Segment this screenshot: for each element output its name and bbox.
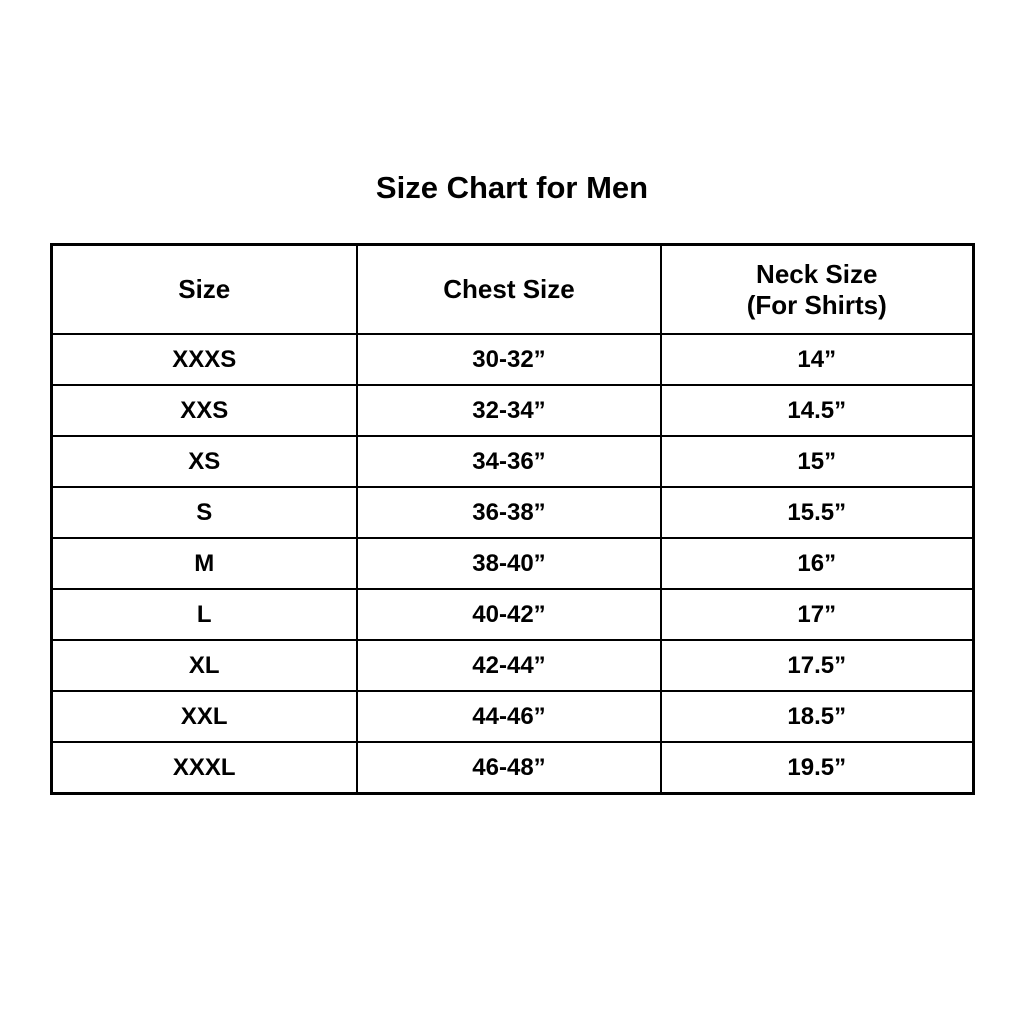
chest-size-cell: 30-32”: [356, 333, 662, 386]
size-chart-table: Size Chest Size Neck Size (For Shirts) X…: [49, 243, 975, 795]
neck-size-cell: 18.5”: [660, 690, 974, 743]
chest-size-cell: 34-36”: [356, 435, 662, 488]
neck-size-cell: 14”: [660, 333, 974, 386]
chest-size-cell: 40-42”: [356, 588, 662, 641]
size-cell: XXXL: [50, 741, 358, 795]
neck-size-cell: 19.5”: [660, 741, 974, 795]
column-header-chest-size: Chest Size: [356, 243, 662, 335]
table-row: XXXL 46-48” 19.5”: [50, 741, 974, 795]
neck-size-cell: 15”: [660, 435, 974, 488]
neck-size-cell: 16”: [660, 537, 974, 590]
neck-size-cell: 17”: [660, 588, 974, 641]
column-header-chest-size-label: Chest Size: [443, 274, 575, 304]
column-header-size-label: Size: [178, 274, 231, 304]
chest-size-cell: 46-48”: [356, 741, 662, 795]
size-cell: L: [50, 588, 358, 641]
chest-size-cell: 36-38”: [356, 486, 662, 539]
size-cell: XXXS: [50, 333, 358, 386]
column-header-neck-size-label: Neck Size: [756, 258, 878, 289]
chest-size-cell: 38-40”: [356, 537, 662, 590]
neck-size-cell: 15.5”: [660, 486, 974, 539]
neck-size-cell: 17.5”: [660, 639, 974, 692]
page-title: Size Chart for Men: [375, 170, 649, 205]
size-cell: XS: [50, 435, 358, 488]
table-row: XS 34-36” 15”: [50, 435, 974, 488]
table-row: M 38-40” 16”: [50, 537, 974, 590]
table-row: S 36-38” 15.5”: [50, 486, 974, 539]
table-header-row: Size Chest Size Neck Size (For Shirts): [50, 243, 974, 335]
chest-size-cell: 42-44”: [356, 639, 662, 692]
size-cell: XL: [50, 639, 358, 692]
table-row: XXS 32-34” 14.5”: [50, 384, 974, 437]
column-header-neck-size-sublabel: (For Shirts): [746, 289, 887, 320]
column-header-size: Size: [50, 243, 358, 335]
size-cell: XXL: [50, 690, 358, 743]
size-cell: M: [50, 537, 358, 590]
neck-size-cell: 14.5”: [660, 384, 974, 437]
column-header-neck-size: Neck Size (For Shirts): [660, 243, 974, 335]
table-row: XXXS 30-32” 14”: [50, 333, 974, 386]
chest-size-cell: 44-46”: [356, 690, 662, 743]
table-row: XXL 44-46” 18.5”: [50, 690, 974, 743]
chest-size-cell: 32-34”: [356, 384, 662, 437]
table-row: XL 42-44” 17.5”: [50, 639, 974, 692]
size-cell: S: [50, 486, 358, 539]
table-row: L 40-42” 17”: [50, 588, 974, 641]
size-cell: XXS: [50, 384, 358, 437]
